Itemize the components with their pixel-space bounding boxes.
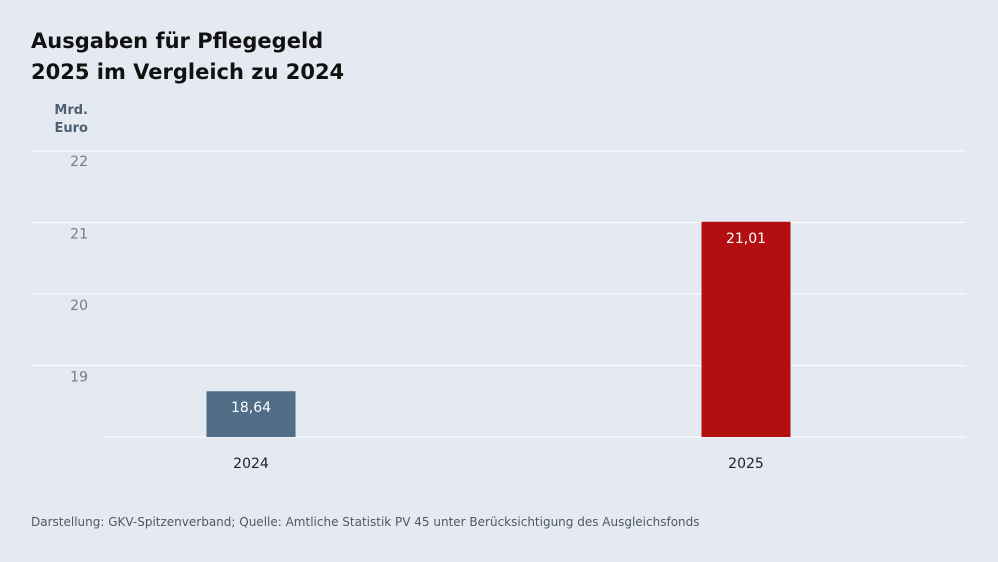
source-note: Darstellung: GKV-Spitzenverband; Quelle:… (31, 515, 700, 529)
x-tick-label-2025: 2025 (728, 456, 764, 472)
x-axis-labels: 2024 2025 (233, 456, 764, 472)
bar-2024 (206, 391, 296, 437)
bar-2025 (701, 221, 791, 437)
bar-chart: 19 20 21 22 18,64 21,01 2024 2025 (31, 150, 966, 472)
y-tick-label-20: 20 (70, 298, 88, 314)
value-label-2025: 21,01 (726, 231, 766, 247)
y-tick-label-21: 21 (70, 227, 88, 243)
value-labels: 18,64 21,01 (231, 231, 766, 416)
chart-title-line-2: 2025 im Vergleich zu 2024 (31, 60, 345, 84)
value-label-2024: 18,64 (231, 400, 271, 416)
grid-lines (31, 150, 966, 438)
y-tick-label-19: 19 (70, 370, 88, 386)
y-tick-label-22: 22 (70, 154, 88, 170)
y-axis-unit-line-2: Euro (54, 121, 88, 136)
x-tick-label-2024: 2024 (233, 456, 269, 472)
y-axis-unit-line-1: Mrd. (54, 103, 88, 118)
chart-title: Ausgaben für Pflegegeld 2025 im Vergleic… (31, 26, 344, 88)
chart-title-line-1: Ausgaben für Pflegegeld (31, 29, 324, 53)
y-axis-ticks: 19 20 21 22 (70, 154, 88, 386)
y-axis-unit: Mrd. Euro (31, 102, 88, 138)
bars (206, 221, 791, 437)
